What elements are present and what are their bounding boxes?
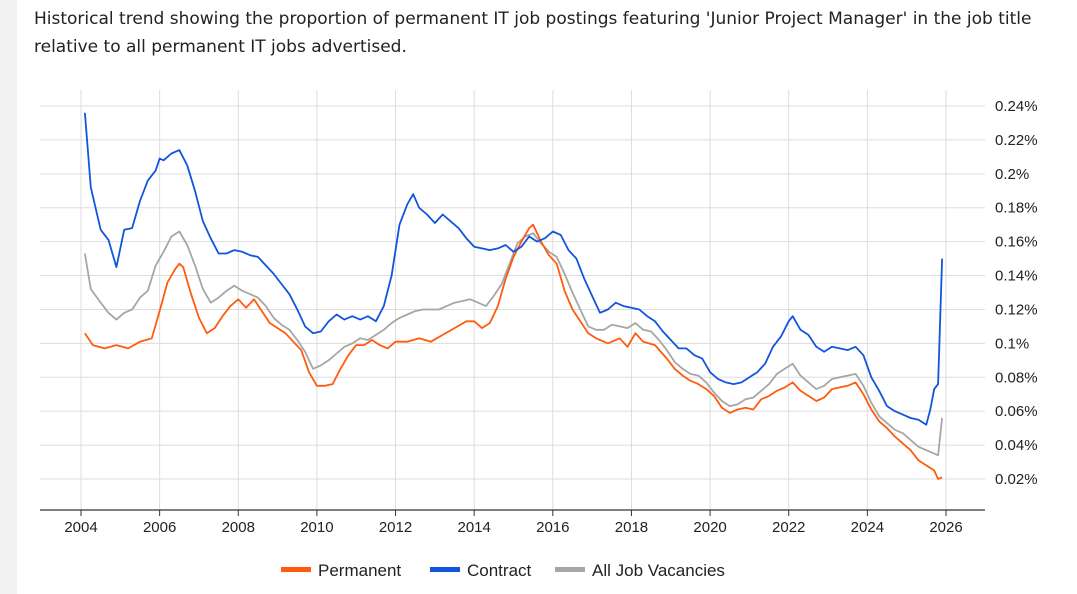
legend-label-contract: Contract [467, 561, 532, 580]
series-lines [84, 112, 943, 480]
y-tick-label: 0.22% [995, 132, 1038, 149]
y-tick-label: 0.06% [995, 403, 1038, 420]
legend-swatch-all-job-vacancies [555, 567, 585, 572]
chart-panel [17, 0, 1077, 594]
y-tick-label: 0.04% [995, 437, 1038, 454]
x-tick-label: 2016 [536, 519, 569, 536]
x-tick-label: 2010 [300, 519, 333, 536]
chart-caption: Historical trend showing the proportion … [34, 9, 1032, 57]
y-tick-label: 0.2% [995, 166, 1029, 183]
legend-swatch-contract [430, 567, 460, 572]
x-tick-label: 2024 [851, 519, 884, 536]
series-line-contract [84, 112, 943, 426]
x-tick-label: 2026 [929, 519, 962, 536]
legend-label-all-job-vacancies: All Job Vacancies [592, 561, 725, 580]
legend: Permanent Contract All Job Vacancies [281, 561, 725, 580]
y-tick-label: 0.02% [995, 471, 1038, 488]
axes: 0.02% 0.04% 0.06% 0.08% 0.1% 0.12% 0.14% 0.16% 0… [40, 98, 1038, 536]
x-tick-label: 2006 [143, 519, 176, 536]
series-line-all-job-vacancies [84, 230, 943, 457]
x-tick-label: 2004 [64, 519, 97, 536]
y-tick-label: 0.12% [995, 301, 1038, 318]
x-tick-label: 2014 [457, 519, 490, 536]
x-tick-label: 2022 [772, 519, 805, 536]
y-tick-label: 0.1% [995, 335, 1029, 352]
x-tick-label: 2018 [615, 519, 648, 536]
y-tick-label: 0.14% [995, 268, 1038, 285]
legend-swatch-permanent [281, 567, 311, 572]
legend-label-permanent: Permanent [318, 561, 401, 580]
x-tick-label: 2008 [222, 519, 255, 536]
y-tick-label: 0.18% [995, 200, 1038, 217]
x-tick-label: 2020 [693, 519, 726, 536]
y-tick-label: 0.16% [995, 234, 1038, 251]
y-tick-label: 0.08% [995, 369, 1038, 386]
x-tick-label: 2012 [379, 519, 412, 536]
y-tick-label: 0.24% [995, 98, 1038, 115]
series-line-permanent [84, 223, 943, 480]
